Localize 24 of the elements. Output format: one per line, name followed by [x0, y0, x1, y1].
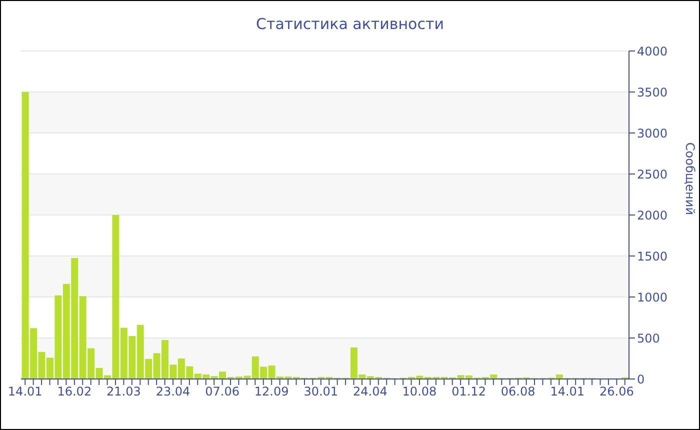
y-tick-label: 1000: [637, 290, 668, 304]
y-tick-label: 500: [637, 331, 660, 346]
x-tick-label: 26.06: [599, 384, 634, 399]
y-tick-label: 3500: [637, 85, 668, 100]
y-tick-label: 2000: [637, 208, 668, 222]
y-tick-label: 1500: [637, 249, 668, 264]
x-tick-label: 01.12: [452, 384, 486, 399]
y-axis-title: Сообщений: [682, 142, 697, 215]
y-tick-label: 2500: [637, 167, 668, 182]
x-tick-label: 21.03: [106, 384, 141, 399]
y-tick-label: 4000: [637, 44, 668, 58]
x-tick-label: 24.04: [353, 384, 388, 399]
x-tick-label: 30.01: [304, 384, 338, 399]
x-tick-label: 07.06: [205, 384, 240, 399]
x-tick-label: 14.01: [550, 384, 585, 399]
x-tick-label: 16.02: [57, 384, 92, 399]
x-tick-label: 06.08: [500, 384, 536, 399]
x-tick-label: 23.04: [156, 384, 190, 399]
x-tick-label: 14.01: [8, 384, 42, 399]
y-tick-label: 0: [637, 372, 645, 386]
x-tick-label: 12.09: [254, 384, 289, 399]
chart-title: Статистика активности: [255, 15, 445, 33]
x-tick-label: 10.08: [402, 384, 437, 399]
y-tick-label: 3000: [637, 126, 668, 140]
